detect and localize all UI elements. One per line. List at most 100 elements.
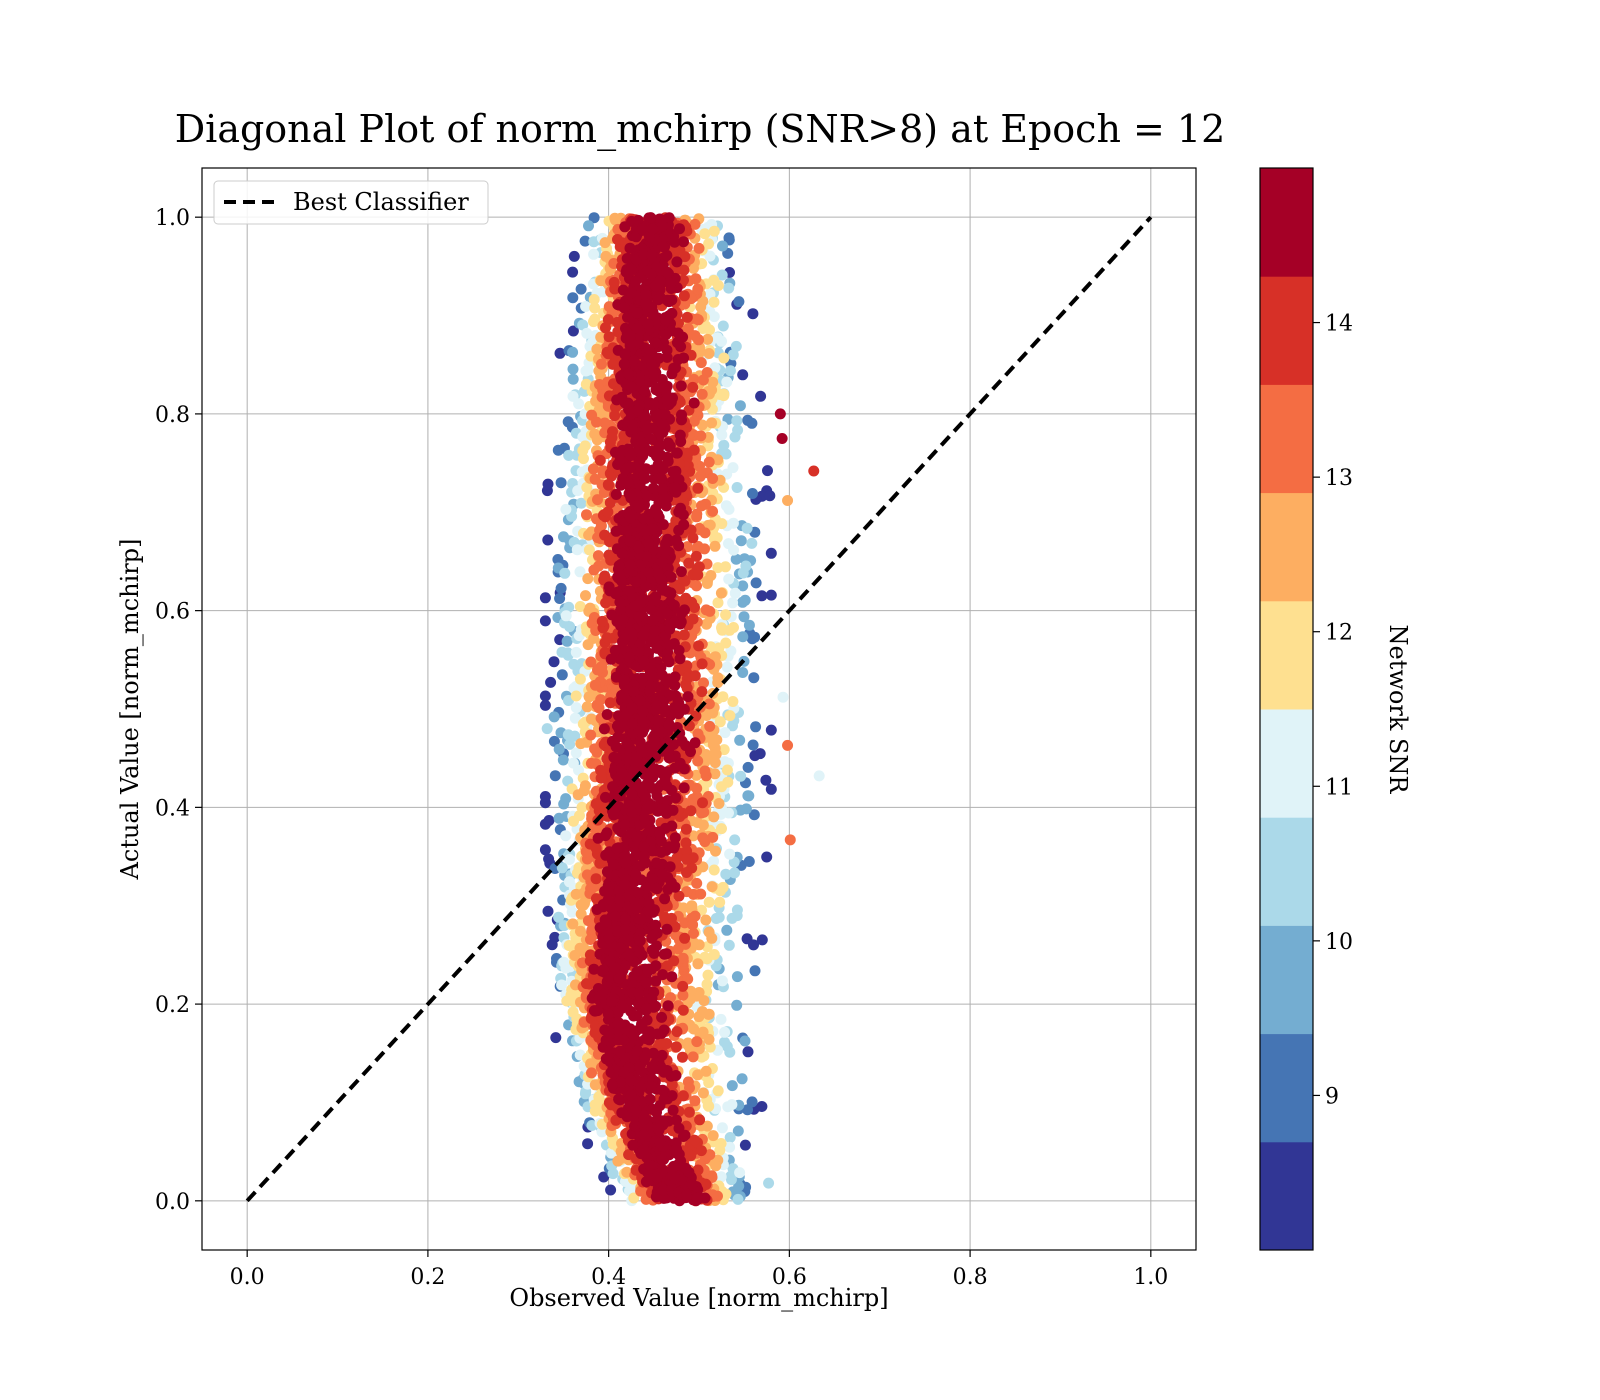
- scatter-point: [729, 867, 740, 879]
- scatter-point: [580, 378, 592, 390]
- scatter-point: [646, 845, 658, 857]
- scatter-point: [556, 979, 568, 991]
- scatter-point: [567, 390, 579, 402]
- scatter-point: [678, 352, 690, 364]
- scatter-point: [621, 779, 633, 790]
- scatter-point: [563, 449, 575, 461]
- scatter-point: [539, 699, 551, 711]
- scatter-point: [704, 1149, 716, 1161]
- scatter-point: [697, 1087, 709, 1099]
- scatter-point: [724, 1141, 736, 1153]
- scatter-point: [592, 550, 604, 562]
- scatter-point: [710, 845, 721, 857]
- scatter-point: [579, 440, 591, 452]
- scatter-point: [601, 709, 613, 720]
- scatter-point: [656, 1049, 668, 1061]
- scatter-point: [742, 1046, 754, 1058]
- scatter-point: [718, 439, 730, 451]
- scatter-point: [692, 1192, 704, 1204]
- scatter-point: [643, 344, 655, 356]
- scatter-point: [674, 653, 686, 665]
- scatter-point: [549, 770, 561, 782]
- scatter-point: [739, 1139, 751, 1151]
- scatter-point: [575, 497, 587, 509]
- scatter-point: [681, 853, 693, 865]
- scatter-point: [671, 447, 683, 459]
- scatter-point: [673, 890, 685, 902]
- scatter-point: [703, 926, 715, 938]
- scatter-point: [651, 410, 663, 422]
- scatter-point: [624, 651, 635, 663]
- scatter-point: [554, 593, 566, 604]
- scatter-point: [602, 595, 614, 606]
- scatter-point: [764, 490, 776, 502]
- scatter-point: [568, 658, 580, 670]
- scatter-point: [539, 844, 551, 856]
- scatter-point: [671, 337, 683, 349]
- scatter-point: [687, 381, 699, 393]
- scatter-point: [721, 661, 733, 673]
- scatter-point: [567, 373, 579, 385]
- scatter-point: [675, 566, 687, 578]
- scatter-point: [698, 677, 709, 689]
- scatter-point: [721, 764, 733, 776]
- scatter-point: [624, 535, 636, 547]
- scatter-point: [595, 331, 607, 343]
- scatter-point: [581, 327, 593, 339]
- scatter-point: [610, 741, 622, 753]
- scatter-point: [730, 553, 742, 565]
- scatter-point: [725, 1170, 737, 1182]
- scatter-point: [737, 580, 749, 592]
- scatter-point: [652, 1028, 663, 1040]
- scatter-point: [661, 394, 673, 406]
- scatter-point: [672, 327, 684, 339]
- scatter-point: [695, 357, 707, 369]
- scatter-point: [692, 958, 704, 970]
- scatter-point: [588, 294, 600, 305]
- scatter-point: [605, 1184, 617, 1196]
- scatter-point: [637, 705, 649, 717]
- scatter-point: [657, 969, 669, 981]
- scatter-point: [588, 248, 600, 260]
- scatter-point: [707, 707, 719, 719]
- scatter-point: [699, 765, 711, 777]
- scatter-point: [702, 969, 714, 981]
- scatter-points: [539, 212, 825, 1207]
- scatter-point: [681, 311, 693, 323]
- scatter-point: [693, 242, 705, 254]
- scatter-point: [689, 1134, 700, 1146]
- scatter-point: [669, 840, 681, 851]
- scatter-point: [729, 431, 741, 443]
- scatter-point: [654, 275, 666, 287]
- scatter-point: [567, 918, 579, 930]
- scatter-point: [712, 677, 724, 689]
- scatter-point: [705, 641, 717, 653]
- scatter-point: [748, 809, 760, 821]
- scatter-point: [705, 732, 717, 744]
- scatter-point: [697, 832, 709, 844]
- scatter-point: [705, 570, 717, 581]
- scatter-point: [700, 604, 712, 616]
- scatter-point: [704, 720, 716, 732]
- scatter-point: [642, 318, 654, 330]
- scatter-point: [721, 376, 733, 388]
- scatter-point: [661, 266, 673, 278]
- scatter-point: [598, 1171, 610, 1183]
- scatter-point: [719, 727, 731, 739]
- scatter-point: [734, 1167, 746, 1179]
- scatter-point: [704, 250, 716, 262]
- scatter-point: [692, 482, 704, 494]
- scatter-point: [661, 351, 673, 363]
- scatter-point: [570, 702, 582, 714]
- scatter-point: [620, 348, 632, 360]
- scatter-point: [661, 923, 673, 935]
- scatter-point: [735, 804, 746, 816]
- scatter-point: [680, 837, 692, 849]
- scatter-point: [685, 746, 696, 758]
- scatter-point: [699, 543, 710, 555]
- scatter-point: [749, 750, 761, 762]
- scatter-point: [579, 235, 591, 247]
- scatter-point: [732, 1193, 744, 1205]
- scatter-point: [734, 400, 746, 412]
- scatter-point: [555, 477, 567, 489]
